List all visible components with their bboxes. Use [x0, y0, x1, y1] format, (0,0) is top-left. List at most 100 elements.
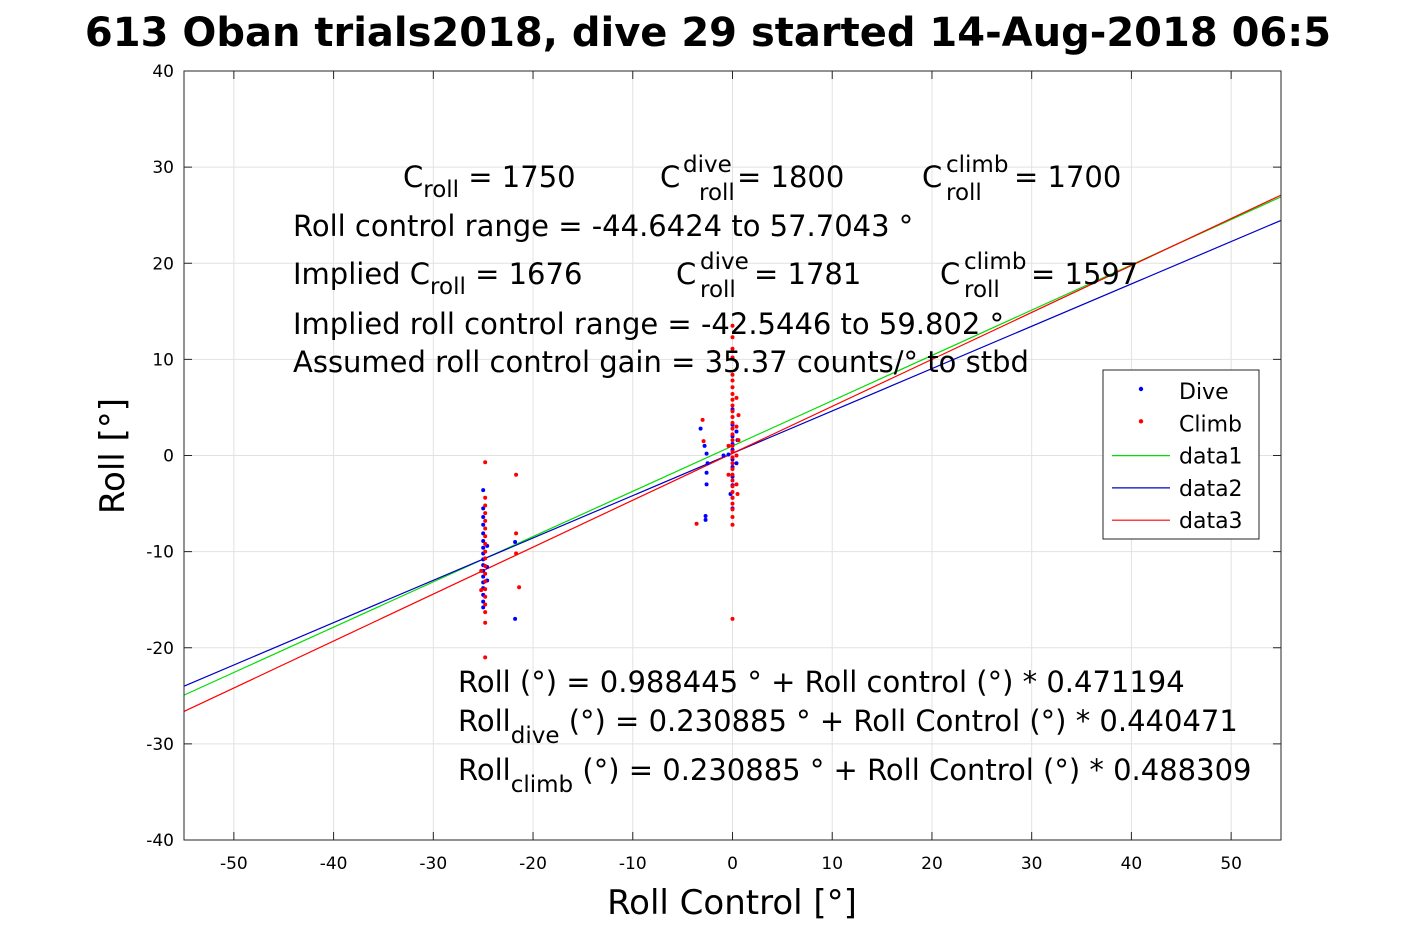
point-dive — [513, 616, 518, 621]
x-tick-label: -10 — [619, 854, 647, 874]
point-climb — [483, 460, 488, 465]
legend-label: data2 — [1179, 477, 1243, 502]
point-climb — [483, 549, 488, 554]
point-climb — [734, 482, 739, 487]
point-climb — [483, 495, 488, 500]
x-tick-labels: -50 -40 -30 -20 -10 0 10 20 30 40 50 — [220, 71, 1242, 874]
point-dive — [703, 514, 708, 519]
point-climb — [730, 415, 735, 420]
point-climb — [730, 335, 735, 340]
point-climb — [479, 588, 484, 593]
point-climb — [730, 522, 735, 527]
point-climb — [694, 521, 699, 526]
point-climb — [483, 610, 488, 615]
x-tick-label: 30 — [1021, 854, 1043, 874]
legend-marker-dive — [1138, 386, 1144, 392]
point-climb — [483, 587, 488, 592]
chart-title: 613 Oban trials2018, dive 29 started 14-… — [85, 10, 1331, 56]
point-climb — [483, 620, 488, 625]
point-climb — [730, 355, 735, 360]
dive-superscript: dive — [683, 152, 732, 178]
x-tick-label: 20 — [921, 854, 943, 874]
point-dive — [481, 515, 486, 520]
climb-superscript: climb — [964, 249, 1026, 275]
point-dive — [481, 545, 486, 550]
point-climb — [730, 323, 735, 328]
y-tick-label: 40 — [152, 62, 174, 82]
x-tick-label: -40 — [320, 854, 348, 874]
c-dive-value: = 1800 — [737, 160, 844, 194]
point-climb — [730, 432, 735, 437]
fit-equation-dive: Rolldive (°) = 0.230885 ° + Roll Control… — [458, 704, 1238, 749]
point-climb — [479, 568, 484, 573]
point-climb — [483, 594, 488, 599]
x-tick-label: -50 — [220, 854, 248, 874]
point-dive — [705, 461, 710, 466]
point-climb — [483, 579, 488, 584]
c-symbol: C — [403, 160, 423, 194]
point-climb — [730, 616, 735, 621]
point-climb — [730, 391, 735, 396]
legend-label: data1 — [1179, 445, 1243, 470]
point-dive — [481, 539, 486, 544]
c-roll-text: Croll = 1750 — [403, 160, 576, 203]
calibration-annotation: Croll = 1750 C dive roll = 1800 C climb … — [293, 152, 1138, 379]
y-tick-label: -10 — [146, 543, 174, 563]
point-climb — [730, 443, 735, 448]
c-dive-text: C — [660, 160, 680, 194]
fit-equation-climb: Rollclimb (°) = 0.230885 ° + Roll Contro… — [458, 753, 1251, 798]
x-axis-label: Roll Control [°] — [607, 883, 857, 923]
point-climb — [730, 385, 735, 390]
point-climb — [514, 531, 519, 536]
point-climb — [701, 439, 706, 444]
point-climb — [730, 378, 735, 383]
c-symbol: C — [922, 160, 942, 194]
point-climb — [726, 443, 731, 448]
point-dive — [704, 470, 709, 475]
scatter-points — [479, 323, 741, 660]
point-climb — [730, 478, 735, 483]
point-climb — [734, 424, 739, 429]
c-symbol: C — [660, 160, 680, 194]
point-climb — [514, 551, 519, 556]
point-climb — [730, 426, 735, 431]
legend-box — [1102, 369, 1260, 540]
point-climb — [483, 511, 488, 516]
point-dive — [721, 453, 726, 458]
roll-control-range-text: Roll control range = -44.6424 to 57.7043… — [293, 209, 913, 243]
point-dive — [734, 461, 739, 466]
point-climb — [730, 472, 735, 477]
point-climb — [730, 507, 735, 512]
point-dive — [481, 574, 486, 579]
point-dive — [481, 522, 486, 527]
point-dive — [481, 488, 486, 493]
point-climb — [483, 518, 488, 523]
point-climb — [514, 472, 519, 477]
point-dive — [734, 429, 739, 434]
point-dive — [702, 443, 707, 448]
x-tick-label: 50 — [1220, 854, 1242, 874]
implied-roll-range-text: Implied roll control range = -42.5446 to… — [293, 307, 1004, 341]
point-climb — [730, 490, 735, 495]
legend-label: Climb — [1179, 412, 1242, 437]
y-tick-labels: -40 -30 -20 -10 0 10 20 30 40 — [146, 62, 1281, 851]
point-climb — [734, 453, 739, 458]
roll-subscript: roll — [700, 277, 736, 303]
implied-c-roll-text: Implied Croll = 1676 — [293, 257, 582, 300]
point-climb — [730, 515, 735, 520]
point-climb — [730, 484, 735, 489]
point-climb — [483, 556, 488, 561]
point-climb — [730, 455, 735, 460]
point-dive — [704, 451, 709, 456]
point-climb — [730, 501, 735, 506]
point-climb — [730, 403, 735, 408]
fit-equation-all: Roll (°) = 0.988445 ° + Roll control (°)… — [458, 665, 1185, 699]
roll-subscript: roll — [423, 177, 459, 203]
point-dive — [481, 506, 486, 511]
x-tick-label: 40 — [1121, 854, 1143, 874]
point-climb — [730, 372, 735, 377]
x-tick-label: 10 — [821, 854, 843, 874]
point-climb — [726, 472, 731, 477]
legend-label: Dive — [1179, 380, 1229, 405]
